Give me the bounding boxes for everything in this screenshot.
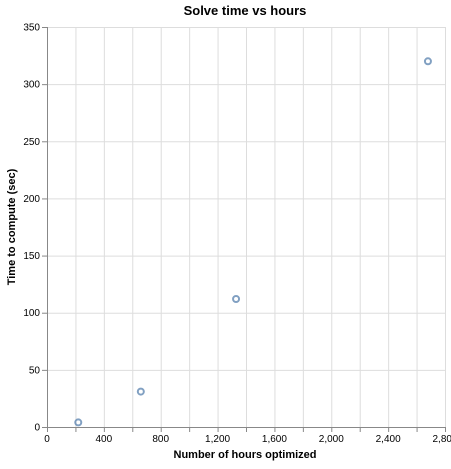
data-point[interactable] bbox=[74, 418, 83, 427]
data-point[interactable] bbox=[136, 387, 145, 396]
x-tick-label: 1,600 bbox=[262, 434, 287, 445]
y-tick-label: 50 bbox=[29, 365, 41, 376]
x-tick-label: 2,000 bbox=[319, 434, 344, 445]
data-point[interactable] bbox=[423, 57, 432, 66]
chart-title: Solve time vs hours bbox=[184, 3, 307, 18]
y-tick-label: 100 bbox=[23, 308, 40, 319]
y-tick-label: 250 bbox=[23, 137, 40, 148]
y-tick-label: 200 bbox=[23, 194, 40, 205]
axes bbox=[42, 27, 446, 432]
x-tick-label: 1,200 bbox=[205, 434, 230, 445]
tick-labels: 0 400 800 1,200 1,600 2,000 2,400 2,800 0 50 100 15… bbox=[23, 23, 451, 446]
data-points bbox=[74, 57, 432, 427]
x-axis-title: Number of hours optimized bbox=[174, 449, 317, 461]
y-tick-label: 150 bbox=[23, 251, 40, 262]
data-point[interactable] bbox=[232, 295, 241, 303]
y-axis-title: Time to compute (sec) bbox=[6, 168, 18, 285]
y-tick-label: 300 bbox=[23, 80, 40, 91]
y-tick-label: 350 bbox=[23, 23, 40, 34]
grid-lines bbox=[47, 27, 446, 428]
x-tick-label: 2,400 bbox=[376, 434, 401, 445]
x-tick-label: 0 bbox=[44, 434, 50, 445]
x-tick-label: 400 bbox=[96, 434, 113, 445]
y-tick-label: 0 bbox=[34, 423, 40, 434]
x-tick-label: 2,800 bbox=[432, 434, 451, 445]
x-tick-label: 800 bbox=[152, 434, 169, 445]
